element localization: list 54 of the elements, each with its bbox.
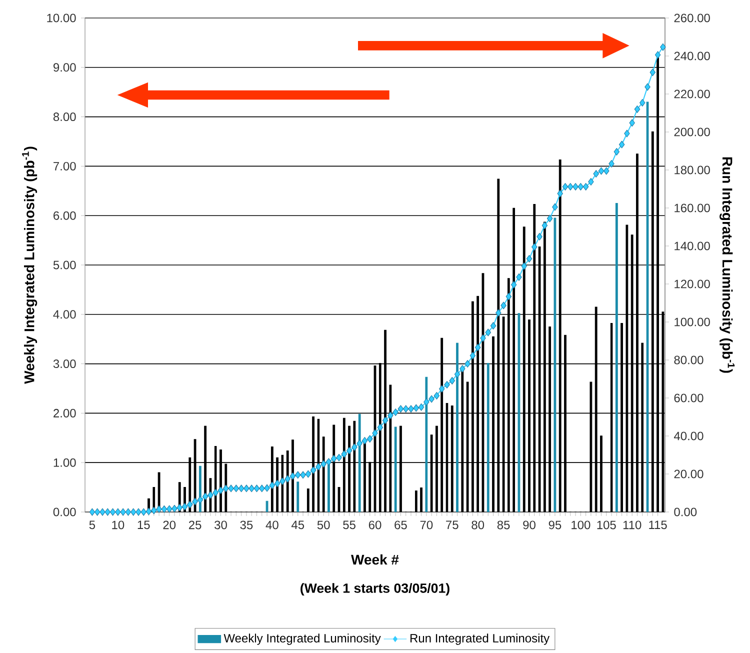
text: (Week 1 starts 03/05/01): [300, 583, 450, 596]
y-tick-label: 2.00: [54, 408, 76, 418]
y2-axis-title: Run Integrated Luminosity (pb$^{-1}$): [720, 157, 735, 373]
x-tick-label: 5: [89, 520, 96, 530]
y2-tick-label: 20.00: [674, 470, 704, 478]
x-tick-label: 95: [548, 520, 562, 530]
x-tick-label: 10: [112, 520, 124, 530]
y-tick-label: 10.00: [47, 14, 76, 22]
y-tick-label: 7.00: [54, 162, 76, 170]
x-tick-label: 40: [266, 520, 278, 530]
x-tick-label: 70: [420, 520, 433, 530]
x-axis-title: Week #: [351, 554, 399, 565]
x-tick-label: 30: [214, 520, 227, 530]
x-tick-label: 90: [523, 520, 536, 530]
y2-tick-label: 120.00: [674, 280, 710, 288]
y2-tick-label: 220.00: [674, 90, 710, 98]
y-tick-label: 4.00: [53, 310, 76, 319]
x-tick-label: 80: [472, 520, 484, 530]
x-tick-label: 35: [240, 520, 253, 530]
legend-label: Run Integrated Luminosity: [410, 634, 550, 645]
x-tick-label: 85: [497, 520, 510, 530]
y-tick-label: 9.00: [54, 63, 76, 72]
legend-label: Weekly Integrated Luminosity: [224, 634, 381, 645]
x-tick-label: 50: [317, 520, 330, 530]
y-tick-label: 8.00: [53, 112, 76, 122]
y-tick-label: 1.00: [54, 458, 76, 467]
x-tick-label: 75: [446, 520, 458, 530]
x-tick-label: 20: [163, 520, 176, 530]
y2-tick-label: 80.00: [674, 356, 704, 364]
x-tick-label: 25: [188, 520, 202, 530]
y-tick-label: 5.00: [53, 260, 76, 270]
y2-tick-label: 140.00: [674, 242, 710, 250]
x-tick-label: 45: [291, 520, 304, 530]
x-tick-label: 65: [394, 520, 407, 530]
y2-tick-label: 0.00: [674, 508, 697, 516]
x-tick-label: 15: [138, 520, 150, 530]
x-tick-label: 60: [368, 520, 382, 530]
x-tick-label: 110: [623, 520, 642, 530]
y2-tick-label: 60.00: [674, 394, 704, 402]
y2-tick-label: 240.00: [674, 52, 710, 60]
x-tick-label: 105: [597, 520, 616, 530]
y2-tick-label: 40.00: [674, 432, 704, 440]
x-tick-label: 55: [343, 520, 356, 530]
y2-tick-label: 180.00: [674, 166, 710, 174]
y-axis-title: Weekly Integrated Luminosity (pb$^{-1}$): [22, 146, 38, 384]
y-tick-label: 6.00: [54, 211, 76, 220]
y-tick-label: 3.00: [53, 360, 76, 368]
y2-tick-label: 160.00: [674, 204, 710, 212]
x-tick-label: 100: [572, 520, 590, 530]
y2-tick-label: 260.00: [674, 14, 710, 22]
y-tick-label: 0.00: [53, 508, 76, 516]
y2-tick-label: 100.00: [674, 318, 710, 326]
x-tick-label: 115: [649, 520, 667, 530]
y2-tick-label: 200.00: [674, 128, 710, 136]
